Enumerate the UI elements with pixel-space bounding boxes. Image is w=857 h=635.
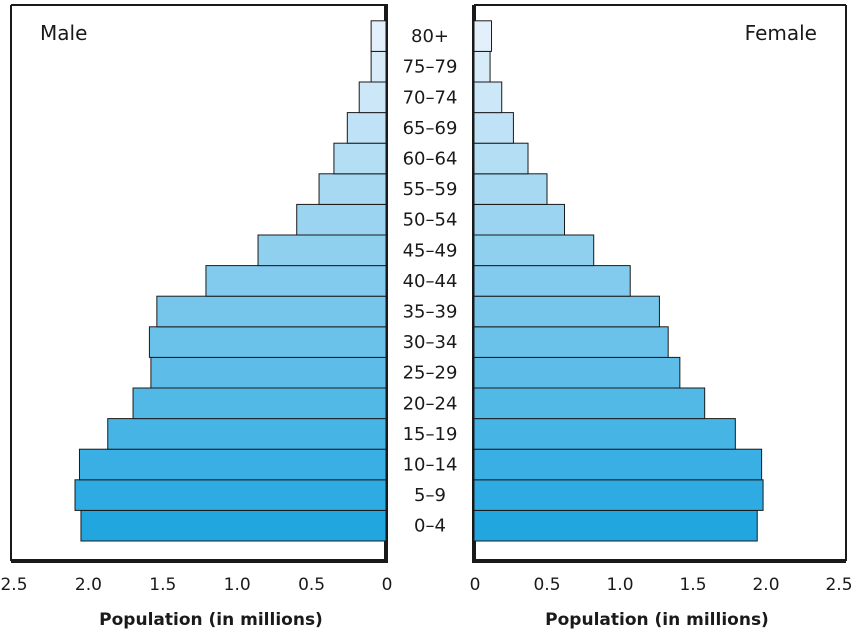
age-label-60-64: 60–64	[403, 149, 458, 170]
male-tick-2-5: 2.5	[0, 575, 27, 595]
male-bar-30-34	[148, 326, 387, 358]
female-bar-10-14	[473, 448, 763, 481]
female-bar-15-19	[473, 418, 736, 450]
female-bar-25-29	[473, 356, 681, 389]
female-tick-2-0: 2.0	[752, 575, 779, 595]
female-tick-2-5: 2.5	[825, 575, 852, 595]
female-bar-5-9	[473, 479, 764, 511]
male-tick-0: 0	[382, 575, 393, 595]
male-bar-40-44	[205, 265, 387, 297]
male-tick-1-5: 1.5	[149, 575, 176, 595]
female-bar-55-59	[473, 173, 548, 205]
age-label-70-74: 70–74	[403, 87, 458, 108]
male-bar-75-79	[370, 50, 387, 83]
male-tick-1-0: 1.0	[224, 575, 251, 595]
female-tick-0-5: 0.5	[533, 575, 560, 595]
age-label-15-19: 15–19	[403, 424, 458, 445]
male-bar-15-19	[107, 418, 387, 450]
age-label-40-44: 40–44	[403, 271, 458, 292]
age-label-65-69: 65–69	[403, 118, 458, 139]
female-bars	[473, 20, 764, 542]
female-bar-35-39	[473, 295, 660, 328]
male-label: Male	[40, 21, 87, 45]
age-label-30-34: 30–34	[403, 332, 458, 353]
male-tick-0-5: 0.5	[298, 575, 325, 595]
age-label-75-79: 75–79	[403, 57, 458, 78]
male-bar-20-24	[132, 387, 387, 420]
age-label-20-24: 20–24	[403, 393, 458, 414]
female-bar-70-74	[473, 81, 503, 114]
male-bar-65-69	[346, 112, 387, 144]
female-bar-65-69	[473, 112, 514, 144]
male-x-axis-title: Population (in millions)	[99, 610, 323, 630]
male-panel: Male 0 0.5 1.0 1.5 2.0 2.5 Population (in mil…	[0, 4, 392, 630]
age-label-45-49: 45–49	[403, 240, 458, 261]
male-bar-25-29	[150, 356, 387, 389]
female-tick-labels: 0 0.5 1.0 1.5 2.0 2.5	[470, 575, 853, 595]
age-label-0-4: 0–4	[414, 516, 446, 537]
male-bar-10-14	[78, 448, 387, 481]
age-label-5-9: 5–9	[414, 485, 446, 506]
male-bar-70-74	[358, 81, 387, 114]
male-bar-45-49	[257, 234, 387, 267]
female-panel: Female 0 0.5 1.0 1.5 2.0 2.5 Population (in m…	[470, 4, 853, 630]
male-bar-35-39	[156, 295, 387, 328]
age-label-80: 80+	[411, 26, 449, 47]
male-bar-60-64	[333, 142, 387, 175]
age-group-labels: 0–4 5–9 10–14 15–19 20–24 25–29 30–34 35–39 40–4…	[403, 26, 458, 537]
age-label-25-29: 25–29	[403, 363, 458, 384]
age-label-35-39: 35–39	[403, 302, 458, 323]
female-bar-20-24	[473, 387, 706, 420]
female-label: Female	[745, 21, 817, 45]
female-bar-50-54	[473, 203, 566, 236]
female-bar-0-4	[473, 509, 758, 542]
male-bar-0-4	[80, 509, 387, 542]
female-bar-80	[473, 20, 493, 52]
female-bar-75-79	[473, 50, 491, 83]
male-tick-2-0: 2.0	[75, 575, 102, 595]
female-x-axis-title: Population (in millions)	[545, 610, 769, 630]
male-bar-55-59	[318, 173, 387, 205]
female-bar-60-64	[473, 142, 529, 175]
male-bars	[74, 20, 387, 542]
female-bar-45-49	[473, 234, 595, 267]
age-label-10-14: 10–14	[403, 455, 458, 476]
age-label-50-54: 50–54	[403, 210, 458, 231]
female-tick-0: 0	[470, 575, 481, 595]
female-bar-30-34	[473, 326, 669, 358]
male-bar-5-9	[74, 479, 387, 511]
male-tick-labels: 0 0.5 1.0 1.5 2.0 2.5	[0, 575, 392, 595]
age-label-55-59: 55–59	[403, 179, 458, 200]
female-tick-1-0: 1.0	[606, 575, 633, 595]
female-bar-40-44	[473, 265, 631, 297]
female-tick-1-5: 1.5	[679, 575, 706, 595]
male-bar-50-54	[296, 203, 387, 236]
male-bar-80	[370, 20, 387, 52]
